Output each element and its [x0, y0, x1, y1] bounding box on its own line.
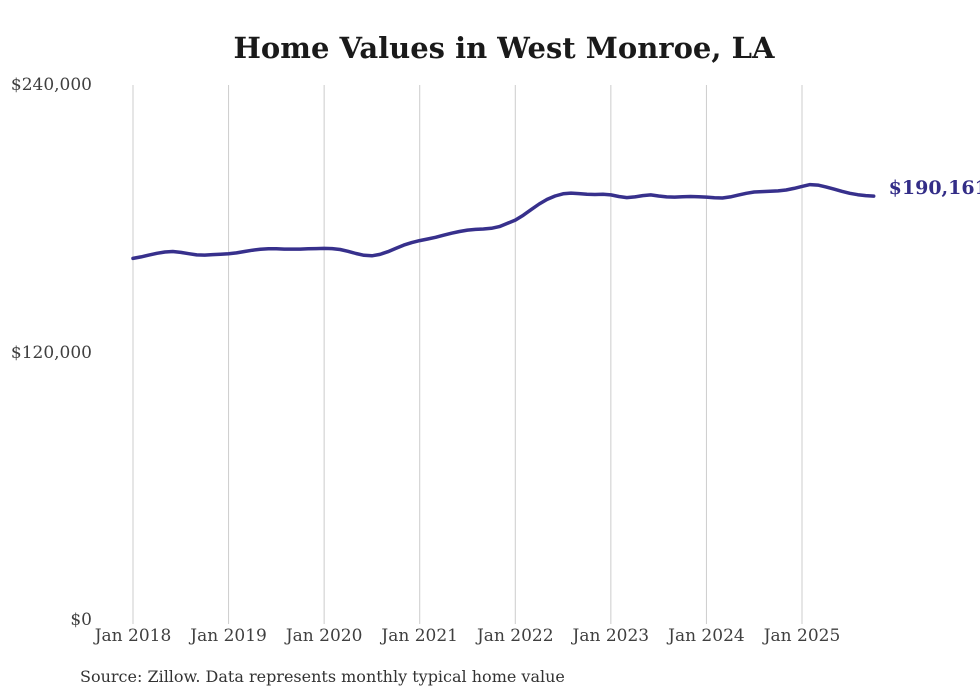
x-axis-tick-label: Jan 2023	[572, 626, 650, 646]
y-axis-tick-label: $120,000	[10, 342, 92, 363]
y-axis-tick-label: $240,000	[10, 75, 92, 95]
current-value-label: $190,161	[888, 177, 980, 200]
source-note: Source: Zillow. Data represents monthly …	[80, 667, 565, 686]
y-axis-tick-label: $0	[70, 610, 92, 630]
chart-title: Home Values in West Monroe, LA	[233, 31, 775, 65]
home-value-line	[131, 182, 876, 261]
x-axis-tick-label: Jan 2024	[668, 626, 745, 646]
x-axis-tick-label: Jan 2022	[476, 626, 554, 646]
x-axis-tick-label: Jan 2020	[285, 626, 363, 646]
x-axis-tick-label: Jan 2021	[381, 626, 458, 646]
x-axis-tick-label: Jan 2025	[763, 626, 841, 646]
x-axis-tick-label: Jan 2018	[94, 626, 172, 646]
x-axis-tick-label: Jan 2019	[190, 626, 267, 646]
